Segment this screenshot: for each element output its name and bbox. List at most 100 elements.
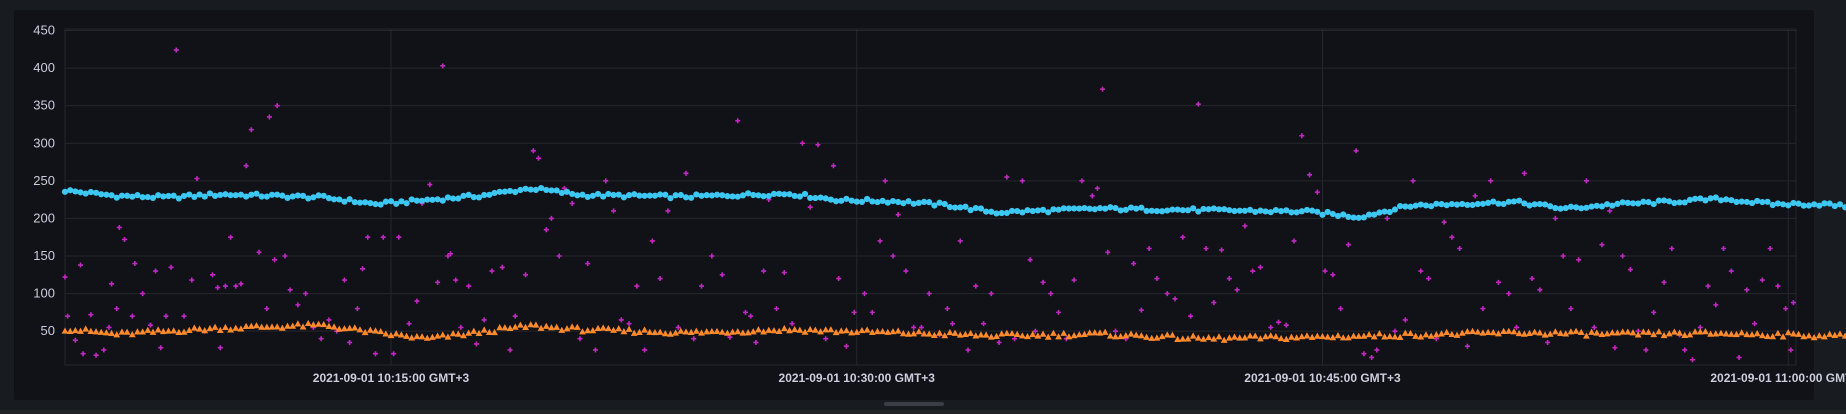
blue-point [1065, 205, 1073, 212]
blue-point [755, 192, 762, 199]
blue-point [330, 196, 338, 203]
orange-point [1417, 333, 1425, 340]
magenta-point [626, 321, 632, 327]
blue-point [988, 208, 995, 215]
blue-point [1076, 205, 1083, 212]
orange-point [470, 327, 478, 334]
orange-point [1603, 330, 1611, 337]
orange-point [1422, 331, 1430, 338]
magenta-point [1195, 101, 1201, 107]
magenta-point [341, 277, 347, 283]
orange-point [1624, 328, 1632, 335]
orange-point [346, 324, 354, 331]
blue-point [698, 192, 705, 199]
blue-point [729, 193, 736, 200]
orange-point [1231, 333, 1238, 340]
magenta-point [427, 182, 433, 188]
magenta-point [65, 313, 71, 319]
orange-point [1790, 330, 1797, 337]
blue-point [1624, 199, 1631, 206]
orange-point [1541, 331, 1549, 338]
blue-point [569, 190, 576, 198]
orange-point [1091, 329, 1099, 336]
panel-resize-handle[interactable] [884, 402, 944, 406]
magenta-point [106, 324, 112, 330]
blue-point [1655, 197, 1662, 204]
blue-point [1717, 197, 1725, 204]
orange-point [811, 326, 819, 333]
y-tick-label: 50 [41, 323, 55, 338]
orange-point [299, 323, 307, 330]
magenta-point [1027, 257, 1033, 263]
blue-point [475, 194, 483, 201]
orange-point [1432, 331, 1440, 338]
magenta-point [481, 317, 487, 323]
blue-point [1267, 209, 1274, 216]
orange-point [1396, 333, 1404, 340]
blue-point [812, 194, 819, 202]
blue-point [537, 184, 545, 192]
blue-point [1609, 202, 1616, 209]
blue-point [1221, 206, 1228, 213]
blue-point [1262, 208, 1269, 215]
orange-point [967, 329, 975, 337]
y-axis: 50 100 150 200 250 300 350 400 450 [33, 23, 55, 339]
orange-point [1753, 330, 1761, 337]
blue-point [889, 197, 897, 205]
orange-point [780, 324, 788, 332]
orange-point [1200, 335, 1207, 342]
magenta-point [391, 351, 397, 357]
magenta-point [147, 322, 153, 328]
blue-point [1081, 204, 1088, 212]
orange-point [1112, 333, 1119, 340]
magenta-point [88, 312, 94, 318]
blue-point [1288, 209, 1295, 216]
magenta-point [228, 234, 234, 240]
blue-point [444, 194, 452, 201]
blue-point [1246, 206, 1254, 214]
magenta-point [1495, 279, 1501, 285]
magenta-point [1620, 253, 1626, 259]
blue-point [263, 193, 270, 200]
orange-point [1795, 330, 1802, 337]
blue-point [232, 192, 239, 199]
orange-point [1241, 334, 1249, 341]
magenta-point [911, 324, 917, 330]
blue-point [874, 198, 881, 206]
blue-point [703, 192, 710, 199]
orange-point [646, 328, 654, 335]
orange-point [1593, 329, 1601, 336]
blue-point [770, 190, 778, 197]
blue-point [1614, 200, 1621, 208]
orange-point [1453, 331, 1461, 338]
orange-point [1577, 328, 1585, 335]
magenta-point [473, 341, 479, 347]
orange-point [382, 330, 390, 337]
orange-point [889, 328, 897, 335]
magenta-point [1682, 347, 1688, 353]
orange-point [594, 324, 602, 331]
blue-point [1764, 198, 1771, 205]
blue-point [1660, 197, 1668, 204]
blue-point [724, 193, 731, 200]
blue-point [858, 198, 866, 205]
magenta-point [1322, 268, 1328, 274]
orange-point [1039, 330, 1047, 337]
blue-point [305, 195, 312, 202]
blue-point [1541, 201, 1549, 208]
magenta-point [996, 339, 1002, 345]
orange-point [403, 332, 410, 339]
blue-point [1257, 207, 1264, 214]
orange-point [1717, 329, 1725, 336]
orange-point [1370, 333, 1378, 340]
magenta-point [243, 163, 249, 169]
magenta-point [1219, 247, 1225, 253]
orange-point [925, 330, 933, 337]
magenta-point [406, 321, 412, 327]
blue-point [1422, 202, 1430, 209]
blue-point [776, 190, 783, 197]
blue-point [284, 194, 291, 202]
magenta-point [1100, 86, 1106, 92]
orange-point [982, 331, 990, 338]
orange-point [874, 327, 881, 335]
